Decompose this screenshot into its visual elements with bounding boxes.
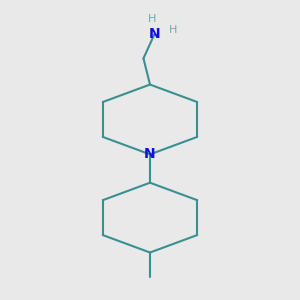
Text: H: H xyxy=(148,14,156,24)
Text: N: N xyxy=(144,147,156,161)
Text: N: N xyxy=(148,27,160,41)
Text: H: H xyxy=(169,25,177,35)
